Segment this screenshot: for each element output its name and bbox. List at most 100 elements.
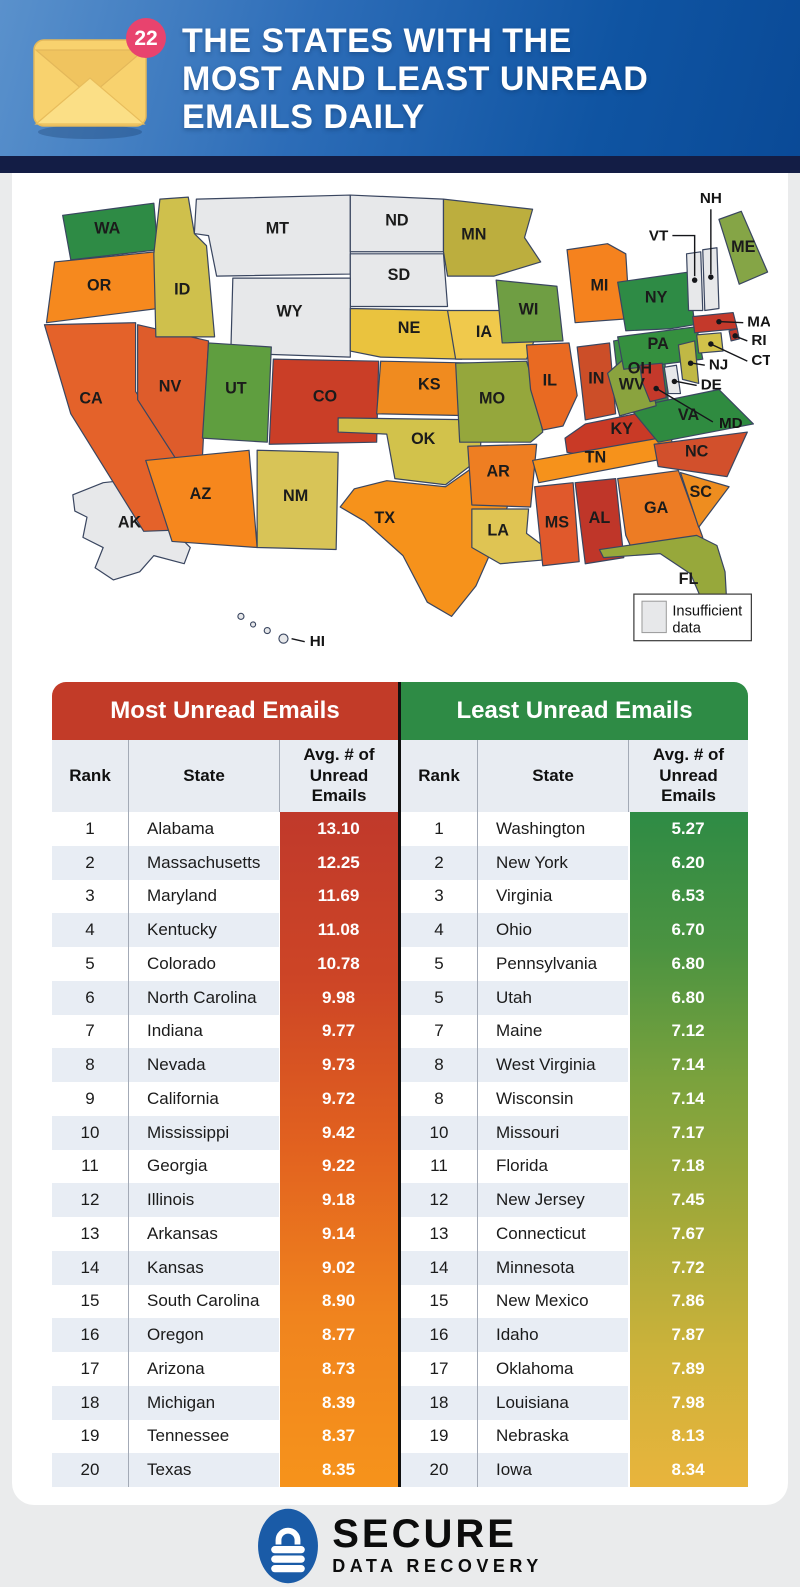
rank-cell: 16 — [52, 1318, 128, 1352]
rank-cell: 12 — [401, 1183, 477, 1217]
state-label-WI: WI — [519, 301, 539, 319]
state-cell: Pennsylvania — [477, 947, 628, 981]
table-row: 6 North Carolina 9.98 — [52, 980, 398, 1015]
state-cell: West Virginia — [477, 1048, 628, 1082]
rank-cell: 6 — [52, 980, 128, 1015]
value-cell: 9.42 — [321, 1122, 356, 1142]
table-row: 13 Connecticut 7.67 — [401, 1217, 748, 1251]
state-cell: Missouri — [477, 1115, 628, 1150]
rank-cell: 5 — [401, 980, 477, 1015]
rank-cell: 5 — [401, 947, 477, 981]
value-cell: 7.72 — [671, 1257, 705, 1277]
rank-cell: 11 — [52, 1149, 128, 1184]
footer: SECURE DATA RECOVERY — [0, 1505, 800, 1587]
logo-text: SECURE DATA RECOVERY — [332, 1514, 543, 1577]
state-cell: New Mexico — [477, 1284, 628, 1319]
state-label-MS: MS — [545, 513, 569, 531]
callout-dot-CT — [708, 341, 714, 347]
state-cell: Kentucky — [128, 913, 279, 947]
value-cell: 9.72 — [321, 1088, 356, 1108]
table-row: 2 New York 6.20 — [401, 845, 748, 880]
value-cell: 8.39 — [321, 1392, 356, 1412]
state-MS — [534, 482, 580, 567]
table-row: 19 Nebraska 8.13 — [401, 1419, 748, 1454]
state-label-KY: KY — [610, 420, 633, 438]
rank-cell: 10 — [401, 1115, 477, 1150]
table-row: 13 Arkansas 9.14 — [52, 1217, 398, 1251]
callout-line-NJ — [692, 362, 705, 366]
state-label-SD: SD — [388, 266, 411, 284]
table-row: 4 Kentucky 11.08 — [52, 913, 398, 947]
header-divider — [0, 156, 800, 173]
state-cell: New York — [477, 845, 628, 880]
table-row: 14 Kansas 9.02 — [52, 1250, 398, 1285]
value-cell: 7.18 — [671, 1156, 705, 1176]
table-row: 16 Oregon 8.77 — [52, 1318, 398, 1352]
envelope-top-fold — [34, 49, 146, 97]
value-cell: 7.14 — [671, 1055, 705, 1075]
value-cell: 6.70 — [671, 920, 705, 940]
state-label-VA: VA — [678, 406, 700, 424]
column-header-value: Avg. # of Unread Emails — [628, 740, 748, 812]
table-row: 8 Wisconsin 7.14 — [401, 1082, 748, 1116]
table-row: 3 Virginia 6.53 — [401, 879, 748, 914]
state-HI — [263, 626, 271, 635]
value-cell: 8.90 — [321, 1291, 356, 1311]
rank-cell: 15 — [401, 1284, 477, 1319]
brand-tagline: DATA RECOVERY — [332, 1556, 543, 1576]
state-label-IN: IN — [588, 369, 604, 387]
state-cell: Maryland — [128, 879, 279, 914]
table-row: 11 Georgia 9.22 — [52, 1149, 398, 1184]
state-label-MN: MN — [461, 226, 486, 244]
rank-cell: 18 — [401, 1385, 477, 1420]
state-UT — [201, 342, 272, 443]
callout-dot-MD — [653, 385, 659, 392]
table-row: 7 Maine 7.12 — [401, 1014, 748, 1049]
rank-cell: 9 — [52, 1082, 128, 1116]
rank-cell: 20 — [52, 1453, 128, 1487]
state-SC — [679, 471, 730, 528]
legend-label-line1: Insufficient — [672, 603, 742, 619]
state-label-MO: MO — [479, 390, 505, 408]
column-header-rank: Rank — [418, 765, 460, 785]
value-cell: 13.10 — [317, 818, 360, 838]
state-cell: Arizona — [128, 1352, 279, 1386]
value-cell: 12.25 — [317, 852, 360, 872]
state-label-MT: MT — [266, 220, 289, 238]
rank-cell: 17 — [401, 1352, 477, 1386]
table-row: 10 Missouri 7.17 — [401, 1115, 748, 1150]
state-label-DE: DE — [701, 377, 722, 394]
value-cell: 6.20 — [671, 852, 705, 872]
value-cell: 8.34 — [671, 1460, 705, 1480]
value-cell: 8.13 — [671, 1426, 705, 1446]
least-unread-table: Least Unread Emails Rank State Avg. # of… — [398, 682, 748, 1487]
state-label-HI: HI — [310, 633, 325, 650]
value-cell: 8.35 — [321, 1460, 356, 1480]
value-cell: 9.18 — [321, 1190, 356, 1210]
value-cell: 8.37 — [321, 1426, 356, 1446]
callout-dot-MA — [716, 318, 722, 325]
state-WY — [230, 277, 351, 358]
rank-cell: 10 — [52, 1115, 128, 1150]
table-row: 20 Iowa 8.34 — [401, 1453, 748, 1487]
envelope-shadow — [38, 125, 142, 139]
callout-line-RI — [736, 336, 748, 342]
state-cell: South Carolina — [128, 1284, 279, 1319]
table-row: 5 Utah 6.80 — [401, 980, 748, 1015]
callout-line-DE — [676, 380, 697, 387]
state-cell: Oklahoma — [477, 1352, 628, 1386]
state-MN — [442, 198, 542, 277]
table-row: 19 Tennessee 8.37 — [52, 1419, 398, 1454]
state-ID — [153, 196, 216, 338]
state-label-ND: ND — [385, 211, 409, 229]
table-row: 8 Nevada 9.73 — [52, 1048, 398, 1082]
most-unread-rows: 1 Alabama 13.10 2 Massachusetts 12.25 3 Marylan… — [52, 812, 398, 1487]
column-header-value: Avg. # of Unread Emails — [279, 740, 398, 812]
rank-cell: 14 — [52, 1250, 128, 1285]
table-row: 10 Mississippi 9.42 — [52, 1115, 398, 1150]
callout-dot-NJ — [687, 360, 694, 366]
header-banner: 22 THE STATES WITH THE MOST AND LEAST UN… — [0, 0, 800, 156]
rank-cell: 1 — [52, 812, 128, 846]
state-cell: Minnesota — [477, 1250, 628, 1285]
